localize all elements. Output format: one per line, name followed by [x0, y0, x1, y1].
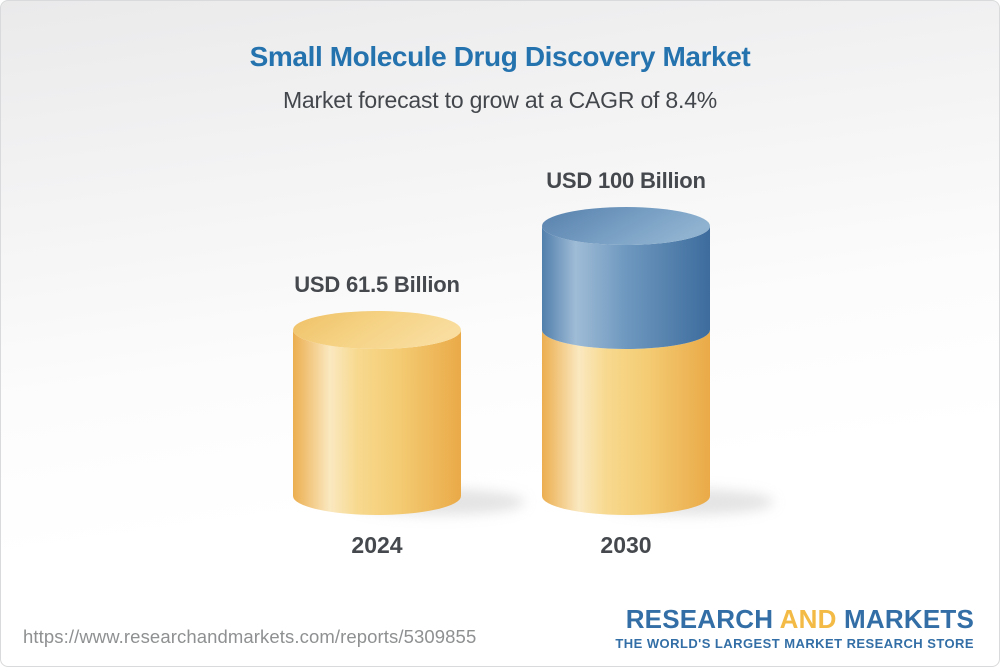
research-and-markets-logo: RESEARCH AND MARKETS THE WORLD'S LARGEST… — [615, 606, 974, 650]
bar-2030-top — [542, 207, 710, 245]
bar-2030-seg-0 — [542, 329, 710, 515]
bar-2024-top — [293, 310, 461, 349]
logo-word-markets: MARKETS — [844, 604, 974, 634]
report-url: https://www.researchandmarkets.com/repor… — [23, 626, 477, 647]
chart-title: Small Molecule Drug Discovery Market — [249, 41, 751, 72]
value-label-2024: USD 61.5 Billion — [294, 271, 460, 297]
logo-word-research: RESEARCH — [625, 604, 774, 634]
bar-2030 — [542, 207, 774, 515]
logo-word-and: AND — [779, 604, 837, 634]
bar-2024-seg-0 — [293, 329, 461, 515]
logo-wordmark: RESEARCH AND MARKETS — [615, 606, 974, 632]
category-label-2030: 2030 — [600, 532, 652, 558]
footer: https://www.researchandmarkets.com/repor… — [23, 606, 974, 650]
logo-tagline: THE WORLD'S LARGEST MARKET RESEARCH STOR… — [615, 636, 974, 651]
value-label-2030: USD 100 Billion — [546, 168, 706, 193]
bar-2024 — [293, 310, 525, 515]
chart-subtitle: Market forecast to grow at a CAGR of 8.4… — [282, 87, 718, 114]
category-label-2024: 2024 — [351, 532, 403, 558]
bar-2030-seg-1 — [542, 226, 710, 349]
chart-header: Small Molecule Drug Discovery Market Mar… — [1, 41, 999, 114]
